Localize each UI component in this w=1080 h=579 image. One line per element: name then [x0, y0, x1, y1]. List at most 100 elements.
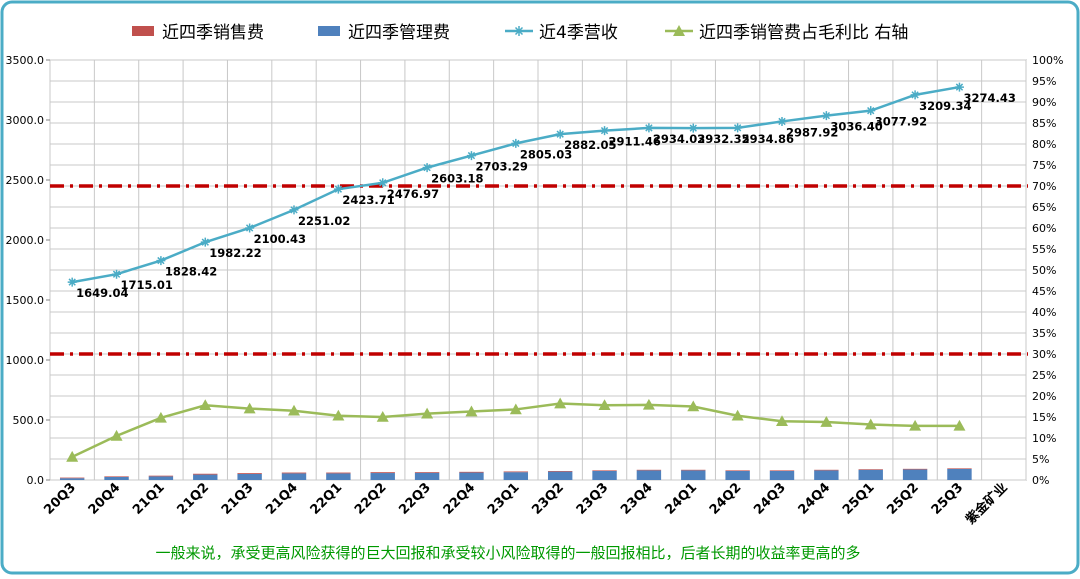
revenue-data-label: 2934.03	[653, 132, 705, 146]
y2-tick-label: 15%	[1032, 411, 1056, 424]
ratio-point	[731, 409, 744, 421]
y2-tick-label: 30%	[1032, 348, 1056, 361]
revenue-point	[777, 116, 787, 126]
y-tick-label: 500.0	[13, 414, 45, 427]
revenue-point	[112, 269, 122, 279]
y2-tick-label: 90%	[1032, 96, 1056, 109]
ratio-point	[199, 399, 212, 411]
revenue-point	[600, 126, 610, 136]
bar-management-fee	[636, 470, 662, 480]
bar-sales-fee	[547, 471, 573, 472]
bar-management-fee	[104, 477, 129, 480]
revenue-data-label: 3077.92	[875, 115, 927, 129]
bar-management-fee	[858, 469, 883, 480]
revenue-data-label: 3036.40	[830, 120, 882, 134]
bar-sales-fee	[902, 468, 928, 470]
bar-sales-fee	[370, 472, 395, 474]
revenue-data-label: 1828.42	[165, 265, 217, 279]
bar-sales-fee	[414, 472, 440, 473]
revenue-data-label: 2423.71	[342, 193, 394, 207]
revenue-point	[511, 138, 521, 148]
bar-sales-fee	[681, 469, 706, 471]
y2-tick-label: 55%	[1032, 243, 1056, 256]
revenue-point	[821, 111, 831, 121]
ratio-point	[642, 398, 655, 410]
ratio-point	[465, 405, 478, 417]
revenue-point	[422, 163, 432, 173]
legend-swatch	[132, 26, 154, 36]
y2-tick-label: 75%	[1032, 159, 1056, 172]
ratio-point	[953, 419, 966, 431]
revenue-data-label: 2603.18	[431, 172, 483, 186]
series-lines	[66, 82, 966, 462]
ratio-point	[909, 419, 922, 431]
y2-tick-label: 80%	[1032, 138, 1056, 151]
revenue-data-label: 2882.05	[564, 138, 616, 152]
bar-management-fee	[459, 472, 484, 480]
y-tick-label: 0.0	[27, 474, 45, 487]
revenue-data-label: 1715.01	[121, 278, 173, 292]
bar-sales-fee	[281, 472, 307, 474]
y2-tick-label: 100%	[1032, 54, 1063, 67]
revenue-point	[200, 237, 210, 247]
revenue-point	[289, 205, 299, 215]
y-tick-label: 3500.0	[6, 54, 45, 67]
bar-management-fee	[547, 471, 573, 480]
bar-sales-fee	[148, 475, 174, 477]
y2-tick-label: 5%	[1032, 453, 1049, 466]
revenue-data-label: 2476.97	[387, 187, 439, 201]
revenue-data-label: 2934.86	[742, 132, 794, 146]
ratio-point	[554, 397, 567, 409]
y-tick-label: 2000.0	[6, 234, 45, 247]
y2-tick-label: 65%	[1032, 201, 1056, 214]
bar-management-fee	[503, 472, 529, 480]
bar-management-fee	[281, 473, 307, 480]
ratio-point	[288, 404, 300, 416]
y-tick-label: 2500.0	[6, 174, 45, 187]
bar-management-fee	[414, 472, 440, 480]
y-tick-label: 1500.0	[6, 294, 45, 307]
revenue-data-label: 2805.03	[520, 147, 572, 161]
bar-sales-fee	[237, 473, 262, 474]
legend-label: 近4季营收	[539, 23, 618, 43]
revenue-point	[333, 184, 343, 194]
revenue-point	[245, 223, 255, 233]
y2-tick-label: 60%	[1032, 222, 1056, 235]
y2-tick-label: 0%	[1032, 474, 1049, 487]
y2-tick-label: 70%	[1032, 180, 1056, 193]
grid	[49, 59, 1027, 481]
bars	[59, 468, 972, 480]
y2-tick-label: 95%	[1032, 75, 1056, 88]
bar-management-fee	[725, 471, 750, 480]
revenue-data-label: 1982.22	[209, 246, 261, 260]
revenue-data-label: 2932.35	[697, 132, 749, 146]
revenue-point	[156, 256, 166, 266]
revenue-data-label: 1649.04	[76, 286, 128, 300]
legend-swatch	[318, 26, 340, 36]
ratio-point	[376, 411, 389, 422]
revenue-point	[378, 178, 388, 188]
y2-tick-label: 10%	[1032, 432, 1056, 445]
bar-management-fee	[370, 473, 395, 480]
bar-sales-fee	[947, 468, 972, 469]
revenue-point	[733, 123, 743, 133]
revenue-data-label: 3209.34	[919, 99, 971, 113]
bar-management-fee	[148, 476, 174, 480]
ratio-point	[332, 409, 345, 421]
ratio-point	[864, 418, 877, 430]
bar-sales-fee	[636, 469, 662, 471]
bar-management-fee	[681, 470, 706, 480]
y-tick-label: 1000.0	[6, 354, 45, 367]
legend-label: 近四季管理费	[348, 23, 450, 43]
revenue-data-label: 2911.46	[609, 135, 661, 149]
revenue-point	[466, 151, 476, 161]
bar-management-fee	[59, 478, 85, 480]
bar-sales-fee	[326, 472, 351, 474]
y2-tick-label: 25%	[1032, 369, 1056, 382]
revenue-data-label: 2987.92	[786, 125, 838, 139]
ratio-point	[110, 429, 123, 441]
ratio-point	[820, 416, 833, 427]
bar-management-fee	[193, 474, 218, 480]
